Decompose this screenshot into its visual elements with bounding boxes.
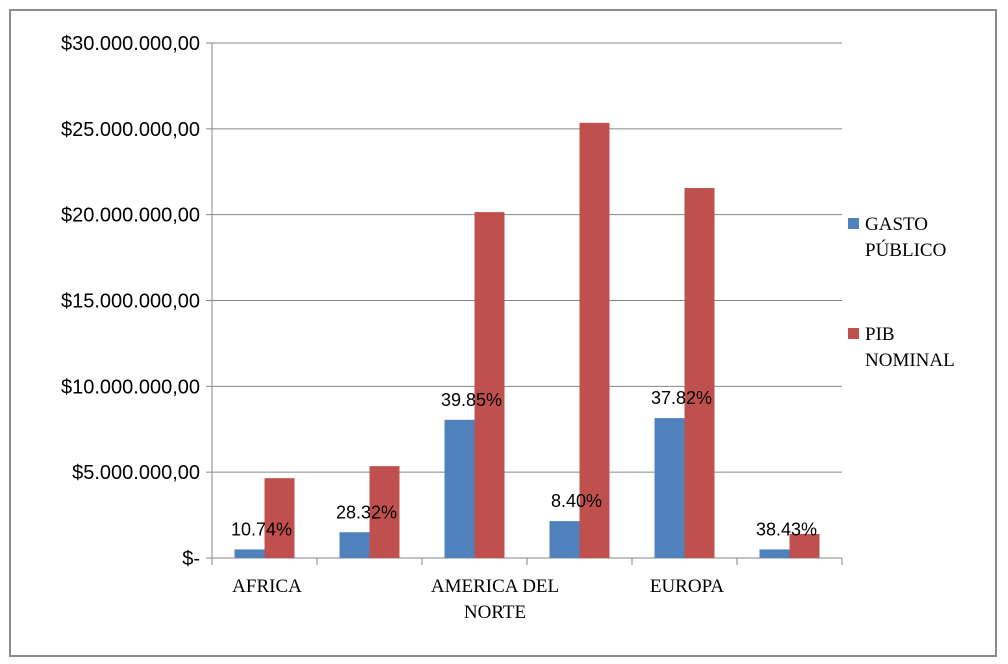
bar-pib-nominal xyxy=(264,478,295,558)
bar-pib-nominal xyxy=(369,466,400,558)
y-tick-label: $30.000.000,00 xyxy=(61,33,200,55)
data-label: 10.74% xyxy=(231,519,292,539)
bar-pib-nominal xyxy=(579,122,610,558)
bar-pib-nominal xyxy=(684,188,715,558)
y-tick-label: $20.000.000,00 xyxy=(61,205,200,227)
y-tick-label: $15.000.000,00 xyxy=(61,291,200,313)
bar-gasto-publico xyxy=(759,549,790,558)
y-tick-label: $5.000.000,00 xyxy=(72,462,200,484)
bar-gasto-publico xyxy=(549,521,580,558)
y-tick-label: $25.000.000,00 xyxy=(61,119,200,141)
data-label: 8.40% xyxy=(551,491,602,511)
x-tick-label: AFRICA xyxy=(232,576,302,597)
data-label: 39.85% xyxy=(441,390,502,410)
legend-label: PIB NOMINAL xyxy=(865,324,955,371)
legend-swatch xyxy=(848,328,859,339)
bar-gasto-publico xyxy=(339,532,370,558)
bar-gasto-publico xyxy=(654,418,685,558)
legend-swatch xyxy=(848,218,859,229)
bar-pib-nominal xyxy=(474,212,505,558)
x-tick-label: AMERICA DEL NORTE xyxy=(431,576,559,623)
bar-gasto-publico xyxy=(234,549,265,558)
legend-label: GASTO PÚBLICO xyxy=(865,214,946,261)
y-tick-label: $10.000.000,00 xyxy=(61,376,200,398)
data-label: 28.32% xyxy=(336,502,397,522)
bar-gasto-publico xyxy=(444,419,475,558)
data-label: 38.43% xyxy=(756,519,817,539)
bar-pib-nominal xyxy=(789,533,820,558)
x-tick-label: EUROPA xyxy=(650,576,725,597)
y-tick-label: $- xyxy=(182,548,200,570)
data-label: 37.82% xyxy=(651,388,712,408)
